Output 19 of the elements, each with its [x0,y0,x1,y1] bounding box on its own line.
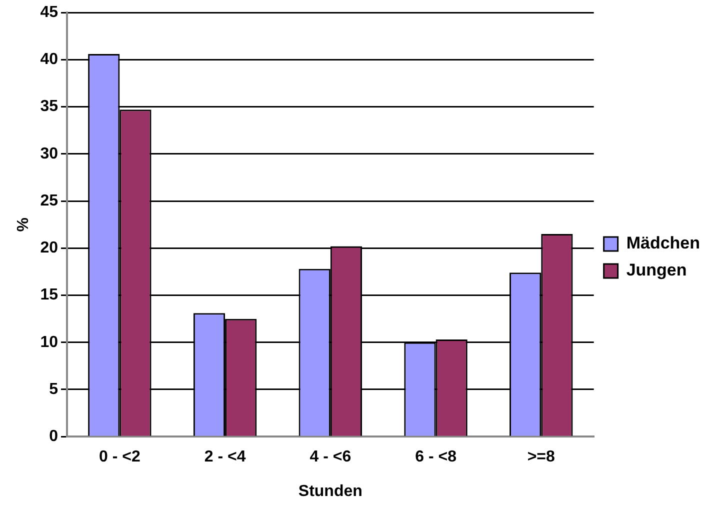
x-axis-title: Stunden [298,482,362,500]
y-axis-title: % [15,217,32,232]
y-tick-label: 5 [49,380,58,398]
x-tick-label: 6 - <8 [415,448,457,466]
x-tick-label: 4 - <6 [310,448,352,466]
x-tick-label: 2 - <4 [204,448,246,466]
y-tick-label: 30 [40,145,58,162]
x-tick-label: 0 - <2 [99,448,140,466]
y-tick-label: 0 [49,428,58,446]
y-tick-label: 35 [40,98,58,116]
y-tick-label: 40 [40,51,58,68]
legend-label: Mädchen [626,234,700,253]
y-tick-label: 15 [40,286,58,304]
y-tick-label: 45 [40,4,58,22]
y-tick-label: 10 [40,334,58,351]
y-tick-label: 20 [40,240,58,257]
x-tick-label: >=8 [527,448,556,466]
legend-label: Jungen [626,260,687,280]
y-tick-label: 25 [40,192,58,210]
